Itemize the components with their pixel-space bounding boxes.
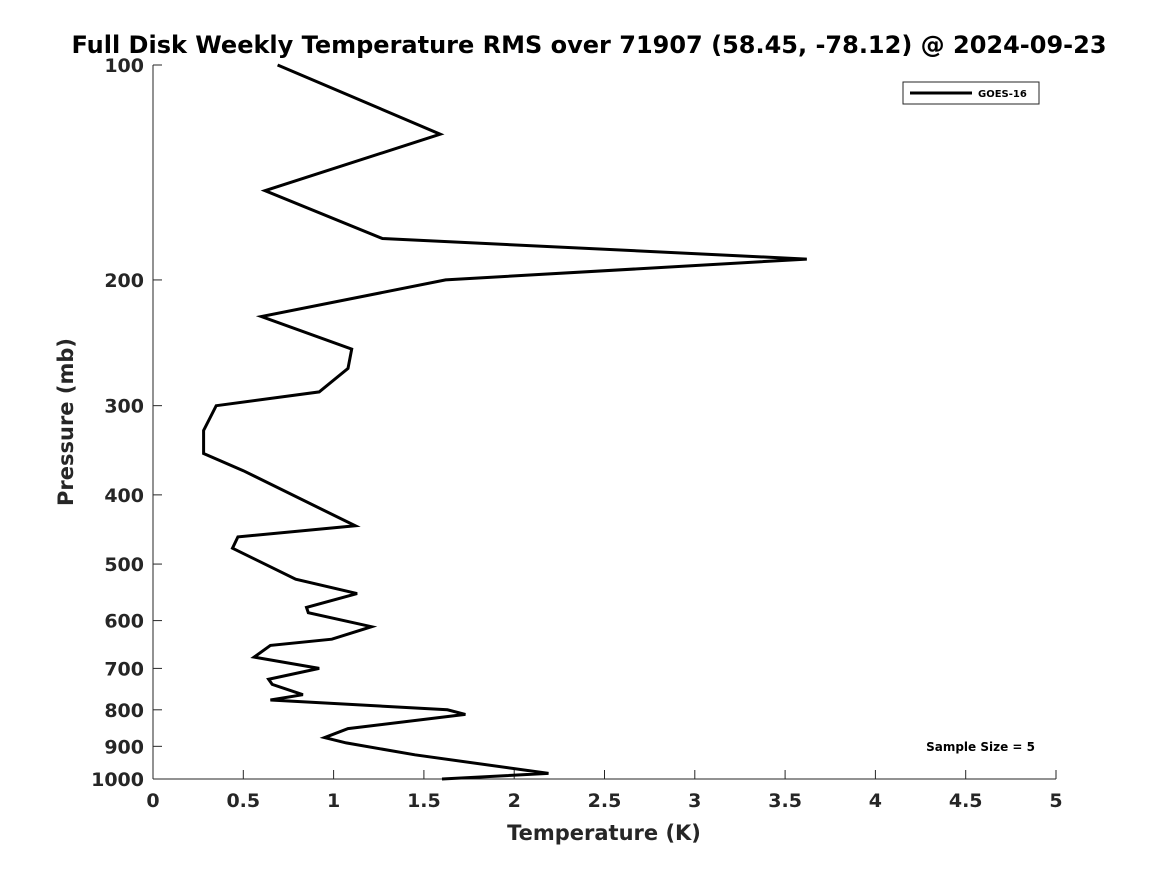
y-tick-label: 1000: [91, 769, 144, 791]
y-ticks: 100 200 300 400 500 600 700 800 900 1000: [91, 55, 162, 791]
y-tick-label: 600: [104, 611, 144, 633]
y-tick-label: 400: [104, 485, 144, 507]
x-axis-label: Temperature (K): [507, 821, 701, 845]
legend-label-goes-16: GOES-16: [978, 89, 1027, 100]
y-tick-label: 300: [104, 396, 144, 418]
sample-size-annotation: Sample Size = 5: [926, 740, 1035, 754]
x-ticks: 0 0.5 1 1.5 2 2.5 3 3.5 4 4.5 5: [146, 770, 1063, 812]
x-tick-label: 2: [508, 790, 521, 812]
x-tick-label: 3: [688, 790, 701, 812]
x-tick-label: 0: [146, 790, 159, 812]
series-layer: [202, 63, 807, 781]
y-axis-label: Pressure (mb): [54, 338, 78, 506]
x-tick-label: 1: [327, 790, 340, 812]
series-line-goes-16: [202, 63, 807, 781]
legend: GOES-16: [902, 81, 1040, 105]
x-tick-label: 1.5: [407, 790, 441, 812]
x-tick-label: 5: [1049, 790, 1062, 812]
x-tick-label: 4.5: [949, 790, 983, 812]
chart-title: Full Disk Weekly Temperature RMS over 71…: [71, 31, 1106, 59]
y-tick-label: 500: [104, 554, 144, 576]
x-tick-label: 0.5: [226, 790, 260, 812]
y-tick-label: 900: [104, 736, 144, 758]
y-tick-label: 200: [104, 270, 144, 292]
y-tick-label: 700: [104, 658, 144, 680]
x-tick-label: 4: [869, 790, 882, 812]
plot-area: 0 0.5 1 1.5 2 2.5 3 3.5 4 4.5 5 100 200 300 400 500 600…: [91, 55, 1063, 812]
y-tick-label: 800: [104, 700, 144, 722]
x-tick-label: 3.5: [768, 790, 802, 812]
y-tick-label: 100: [104, 55, 144, 77]
x-tick-label: 2.5: [588, 790, 622, 812]
